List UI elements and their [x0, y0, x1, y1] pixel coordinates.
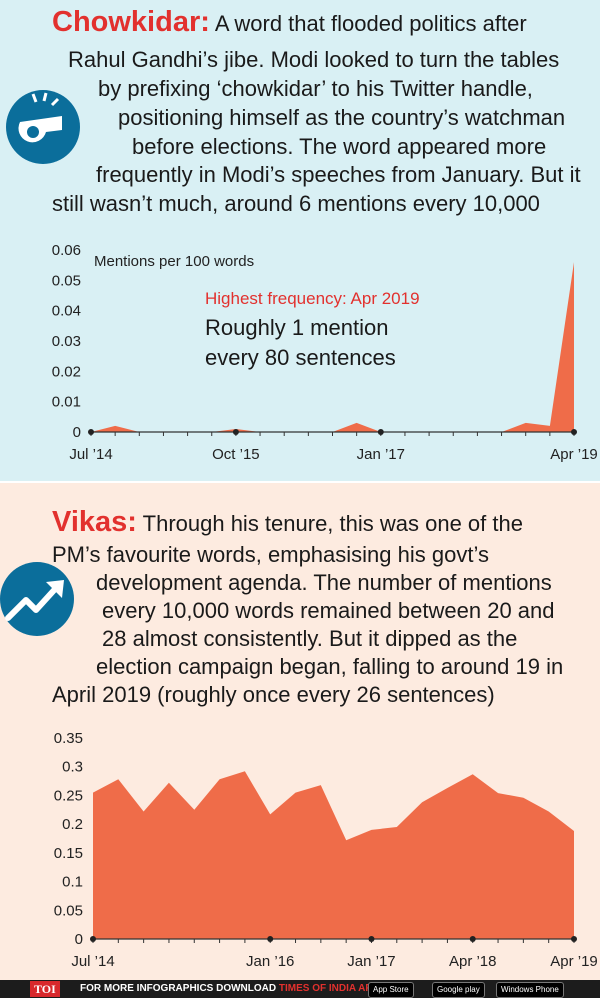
chart2-xtick-label: Jul ’14 [71, 953, 114, 970]
chart1-ytick-label: 0.02 [52, 363, 81, 380]
chowkidar-line-2: Rahul Gandhi’s jibe. Modi looked to turn… [68, 47, 560, 72]
chowkidar-line-1: A word that flooded politics after [214, 11, 527, 36]
app-store-badge[interactable]: App Store [368, 982, 414, 998]
chart2-ytick-label: 0.35 [54, 730, 83, 747]
chart2-xtick-label: Apr ’18 [449, 953, 497, 970]
chart2-ytick-label: 0.15 [54, 845, 83, 862]
vikas-line-6: election campaign began, falling to arou… [96, 654, 564, 679]
chart1-xtick-label: Apr ’19 [550, 446, 598, 463]
chowkidar-line-3: by prefixing ‘chowkidar’ to his Twitter … [98, 76, 533, 101]
footer-promo: FOR MORE INFOGRAPHICS DOWNLOAD [80, 983, 277, 994]
chart1-xtick-label: Jul ’14 [69, 446, 112, 463]
chart1-annotation-line-1: Roughly 1 mention [205, 315, 388, 340]
vikas-line-4: every 10,000 words remained between 20 a… [102, 598, 555, 623]
vikas-line-5: 28 almost consistently. But it dipped as… [102, 626, 518, 651]
chart1-xtick-label: Jan ’17 [357, 446, 405, 463]
chowkidar-line-4: positioning himself as the country’s wat… [118, 105, 566, 130]
windows-phone-badge[interactable]: Windows Phone [496, 982, 564, 998]
chart1-major-tick [88, 429, 94, 435]
chart1-annotation-line-2: every 80 sentences [205, 345, 396, 370]
trend-up-icon [0, 562, 74, 636]
chowkidar-line-6: frequently in Modi’s speeches from Janua… [96, 162, 581, 187]
chowkidar-line-5: before elections. The word appeared more [132, 134, 547, 159]
footer-bar: TOI FOR MORE INFOGRAPHICS DOWNLOAD TIMES… [0, 980, 600, 998]
chowkidar-chart: 0 0.01 0.02 0.03 0.04 0.05 0.06 Jul ’14 Oct ’15… [52, 242, 598, 463]
chart2-ytick-label: 0.1 [62, 874, 83, 891]
chart1-ytick-label: 0.04 [52, 303, 81, 320]
footer-brand: TIMES OF INDIA APP [278, 983, 379, 994]
chart2-major-tick [90, 936, 96, 942]
chart2-major-tick [469, 936, 476, 942]
google-play-badge[interactable]: Google play [432, 982, 485, 998]
vikas-line-2: PM’s favourite words, emphasising his go… [52, 542, 489, 567]
panel-divider [0, 481, 600, 483]
whistle-icon [6, 90, 80, 164]
vikas-chart: 0 0.05 0.1 0.15 0.2 0.25 0.3 0.35 Jul ’14 Jan ’1… [54, 730, 598, 970]
chowkidar-paragraph: Chowkidar: A word that flooded politics … [0, 0, 600, 230]
chart2-major-tick [267, 936, 274, 942]
chart2-ytick-label: 0.3 [62, 759, 83, 776]
vikas-line-1: Through his tenure, this was one of the [142, 511, 523, 536]
chart1-annotation-title: Highest frequency: Apr 2019 [205, 289, 420, 308]
vikas-keyword: Vikas: [52, 506, 137, 538]
footer-text: FOR MORE INFOGRAPHICS DOWNLOAD TIMES OF … [80, 983, 379, 994]
chart1-major-tick [571, 429, 577, 435]
chart1-ytick-label: 0 [73, 424, 81, 441]
toi-logo: TOI [30, 981, 60, 997]
chart2-major-tick [571, 936, 577, 942]
chart1-ytick-label: 0.05 [52, 272, 81, 289]
chart2-ytick-label: 0.05 [54, 902, 83, 919]
chart1-ytick-label: 0.01 [52, 394, 81, 411]
chart2-xtick-label: Jan ’17 [347, 953, 395, 970]
chart2-major-tick [368, 936, 375, 942]
chart1-ytick-label: 0.06 [52, 242, 81, 259]
chart1-major-tick [232, 429, 239, 435]
vikas-line-3: development agenda. The number of mentio… [96, 570, 552, 595]
chowkidar-panel [0, 0, 600, 482]
chowkidar-keyword: Chowkidar: [52, 6, 210, 38]
chart2-ytick-label: 0.2 [62, 816, 83, 833]
vikas-line-7: April 2019 (roughly once every 26 senten… [52, 682, 495, 707]
chart2-area-series [93, 771, 574, 939]
chart2-ytick-label: 0 [75, 931, 83, 948]
chart1-major-tick [377, 429, 384, 435]
chowkidar-line-7: still wasn’t much, around 6 mentions eve… [52, 191, 540, 216]
chart1-ytick-label: 0.03 [52, 333, 81, 350]
chart2-xtick-label: Jan ’16 [246, 953, 294, 970]
chart2-xtick-label: Apr ’19 [550, 953, 598, 970]
chart1-xtick-label: Oct ’15 [212, 446, 260, 463]
vikas-paragraph: Vikas: Through his tenure, this was one … [0, 482, 600, 712]
chart1-ylabel: Mentions per 100 words [94, 253, 254, 270]
chart2-ytick-label: 0.25 [54, 787, 83, 804]
